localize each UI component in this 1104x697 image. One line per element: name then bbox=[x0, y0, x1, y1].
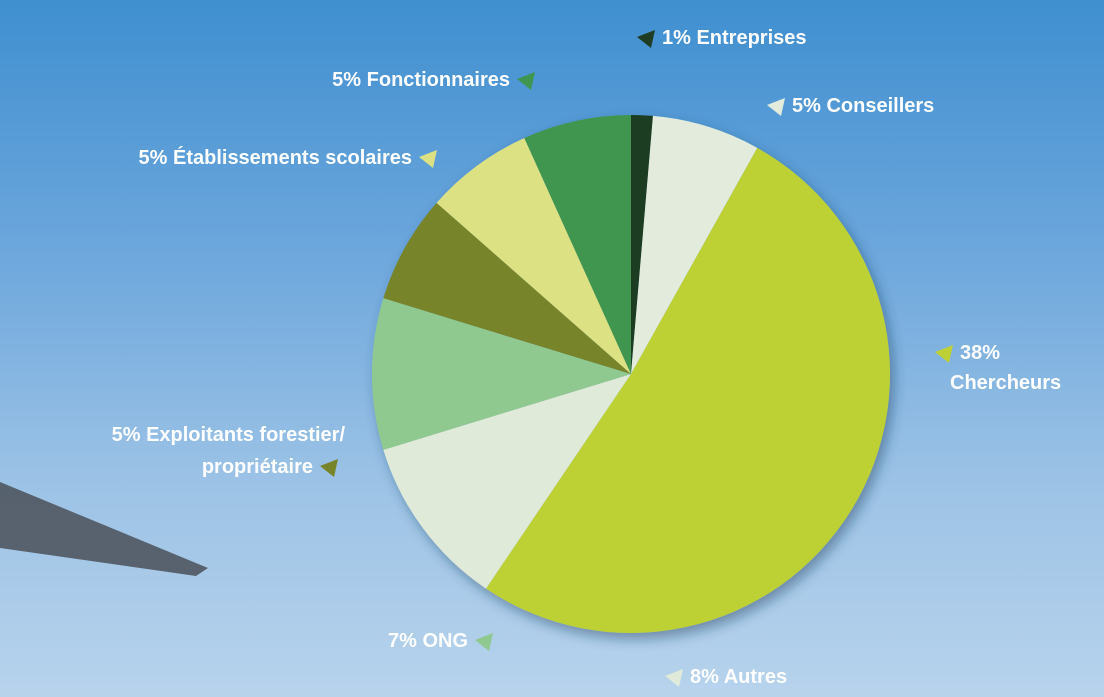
label-marker bbox=[516, 71, 536, 91]
label-marker bbox=[636, 29, 656, 49]
slice-label: 5% Fonctionnaires bbox=[332, 64, 542, 96]
slice-label: 1% Entreprises bbox=[630, 22, 807, 54]
label-marker bbox=[664, 668, 684, 688]
slice-label: 38% Chercheurs bbox=[928, 338, 1104, 398]
value-label: 5% bbox=[332, 69, 361, 91]
label-marker bbox=[474, 632, 494, 652]
category-label: ONG bbox=[422, 630, 468, 652]
value-label: 5% bbox=[792, 95, 821, 117]
label-marker bbox=[766, 97, 786, 117]
infographic: 1% Entreprises 5% Conseillers 38% Chercheur… bbox=[0, 0, 1104, 697]
pie bbox=[372, 115, 890, 633]
value-label: 7% bbox=[388, 630, 417, 652]
category-label: Chercheurs bbox=[950, 372, 1061, 394]
slice-label: 5% Établissements scolaires bbox=[139, 142, 444, 174]
value-label: 5% bbox=[112, 424, 141, 446]
value-label: 8% bbox=[690, 666, 719, 688]
label-marker bbox=[418, 149, 438, 169]
category-label: Autres bbox=[724, 666, 787, 688]
value-label: 5% bbox=[139, 147, 168, 169]
label-marker bbox=[319, 458, 339, 478]
category-label: Exploitants forestier/ propriétaire bbox=[146, 424, 345, 478]
slice-label: 8% Autres bbox=[658, 661, 787, 693]
label-marker bbox=[934, 344, 954, 364]
slice-label: 7% ONG bbox=[388, 625, 500, 657]
slice-label: 5% Exploitants forestier/ propriétaire bbox=[25, 419, 345, 483]
category-label: Entreprises bbox=[696, 27, 806, 49]
category-label: Conseillers bbox=[826, 95, 934, 117]
value-label: 38% bbox=[960, 342, 1000, 364]
value-label: 1% bbox=[662, 27, 691, 49]
turbine-blade bbox=[0, 482, 208, 576]
slice-label: 5% Conseillers bbox=[760, 90, 934, 122]
category-label: Établissements scolaires bbox=[173, 147, 412, 169]
category-label: Fonctionnaires bbox=[367, 69, 510, 91]
